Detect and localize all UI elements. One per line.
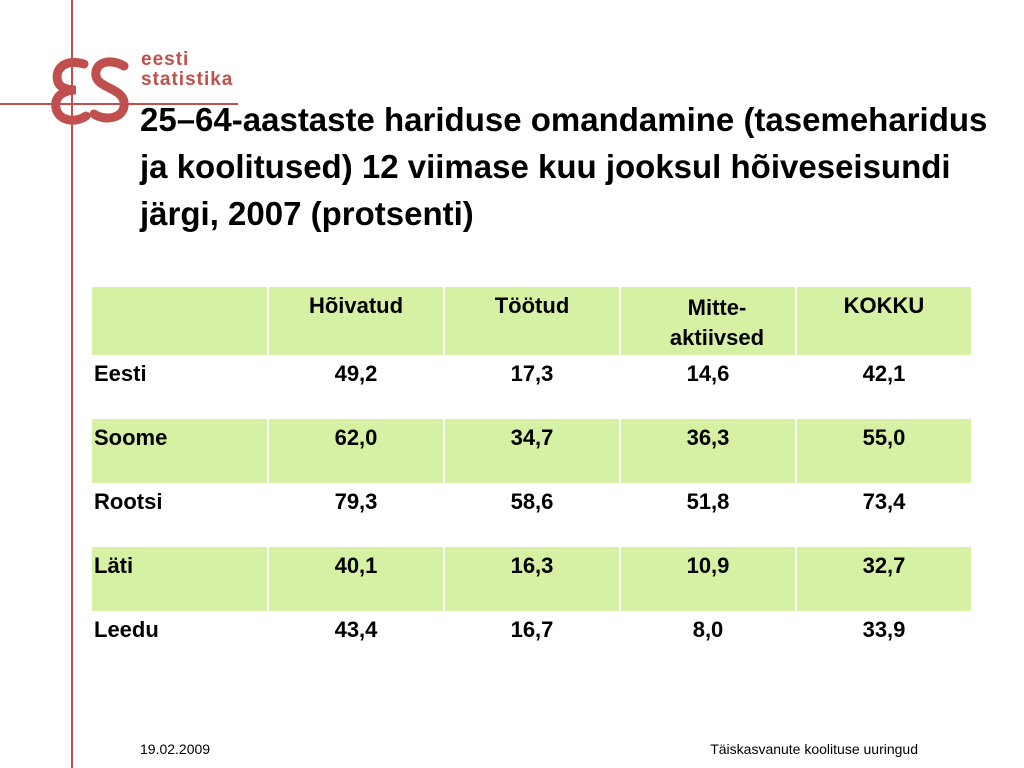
header-empty [92, 287, 269, 355]
table-row: Leedu 43,4 16,7 8,0 33,9 [92, 611, 973, 675]
table-row: Soome 62,0 34,7 36,3 55,0 [92, 419, 973, 483]
table-row: Läti 40,1 16,3 10,9 32,7 [92, 547, 973, 611]
cell-hoivatud: 62,0 [268, 419, 445, 483]
cell-kokku: 55,0 [796, 419, 973, 483]
row-label: Läti [92, 547, 269, 611]
cell-hoivatud: 43,4 [268, 611, 445, 675]
cell-kokku: 33,9 [796, 611, 973, 675]
header-kokku: KOKKU [796, 287, 973, 355]
cell-tootud: 16,7 [444, 611, 621, 675]
header-tootud: Töötud [444, 287, 621, 355]
cell-mitte-aktiivsed: 10,9 [620, 547, 797, 611]
accent-horizontal-rule [0, 103, 238, 105]
eesti-statistika-logo-icon [51, 57, 129, 125]
table-row: Eesti 49,2 17,3 14,6 42,1 [92, 355, 973, 419]
cell-kokku: 42,1 [796, 355, 973, 419]
cell-tootud: 16,3 [444, 547, 621, 611]
cell-tootud: 34,7 [444, 419, 621, 483]
row-label: Soome [92, 419, 269, 483]
header-mitte-aktiivsed: Mitte- aktiivsed [620, 287, 797, 355]
cell-tootud: 17,3 [444, 355, 621, 419]
header-mitte-line1: Mitte- [687, 295, 747, 320]
cell-mitte-aktiivsed: 51,8 [620, 483, 797, 547]
row-label: Eesti [92, 355, 269, 419]
cell-tootud: 58,6 [444, 483, 621, 547]
cell-hoivatud: 40,1 [268, 547, 445, 611]
logo-line-eesti: eesti [141, 49, 190, 70]
slide-title: 25–64-aastaste hariduse omandamine (tase… [140, 101, 988, 232]
header-hoivatud: Hõivatud [268, 287, 445, 355]
accent-vertical-rule [71, 0, 73, 768]
cell-hoivatud: 79,3 [268, 483, 445, 547]
cell-kokku: 32,7 [796, 547, 973, 611]
cell-hoivatud: 49,2 [268, 355, 445, 419]
table-row: Rootsi 79,3 58,6 51,8 73,4 [92, 483, 973, 547]
logo-line-statistika: statistika [141, 69, 234, 90]
table-header-row: Hõivatud Töötud Mitte- aktiivsed KOKKU [92, 287, 973, 355]
cell-mitte-aktiivsed: 8,0 [620, 611, 797, 675]
header-mitte-line2: aktiivsed [669, 325, 765, 350]
logo-wordmark: eesti statistika [141, 50, 233, 90]
education-table: Hõivatud Töötud Mitte- aktiivsed KOKKU E… [92, 287, 973, 675]
footer-date: 19.02.2009 [140, 741, 211, 757]
row-label: Leedu [92, 611, 269, 675]
footer-source: Täiskasvanute koolituse uuringud [710, 741, 918, 757]
cell-mitte-aktiivsed: 14,6 [620, 355, 797, 419]
cell-kokku: 73,4 [796, 483, 973, 547]
row-label: Rootsi [92, 483, 269, 547]
cell-mitte-aktiivsed: 36,3 [620, 419, 797, 483]
